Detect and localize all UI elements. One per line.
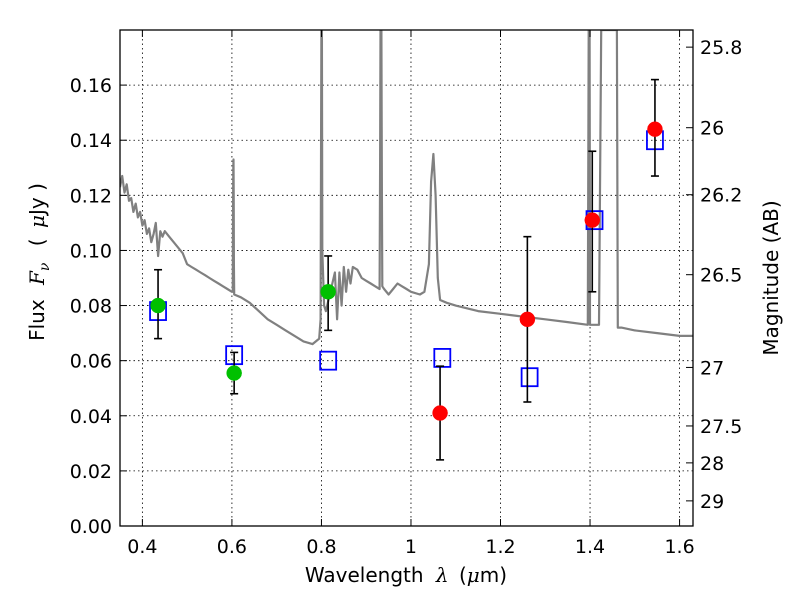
y-axis-title-text: Flux [25,299,49,341]
grid [120,30,693,526]
x-tick-label: 1.4 [575,536,605,558]
observed-point-marker [150,297,166,314]
mag-tick-label: 29 [700,491,724,513]
y-axis-title-subscript: ν [37,262,53,271]
observed-point-marker [647,121,663,137]
x-tick-label: 1.2 [485,536,515,558]
mag-tick-label: 26 [700,118,724,140]
observed-point-marker [584,212,601,228]
y-tick-label: 0.02 [70,461,112,483]
y-tick-label: 0.12 [70,185,112,207]
y-tick-label: 0.04 [70,406,112,428]
observed-point-marker [320,284,336,300]
observed-point-marker [432,405,448,421]
x-axis-title: Wavelength λ (μm) [305,563,507,587]
x-axis-title-unit: m) [480,563,507,587]
y-tick-label: 0.06 [70,351,112,373]
y-tick-label: 0.10 [70,240,112,262]
y-axis-title-unit: Jy ) [25,183,49,217]
mag-tick-label: 26.5 [700,265,742,287]
mag-tick-label: 28 [700,453,724,475]
y-axis-title-open: ( [25,238,49,246]
model-square-marker [319,350,338,371]
mag-tick-label: 25.8 [700,37,742,59]
y-axis-title-symbol: F [25,270,49,286]
x-axis-title-mu: μ [467,563,480,587]
x-axis-title-open: ( [459,563,467,587]
mag-tick-label: 27.5 [700,416,742,438]
x-axis-title-text: Wavelength [305,563,424,587]
y-tick-label: 0.00 [70,516,112,538]
spectrum-layer [120,30,693,346]
observed-point-marker [519,311,536,328]
x-tick-label: 1 [405,536,417,558]
x-axis-title-symbol: λ [435,563,449,587]
plot-frame [119,29,694,527]
y-tick-label: 0.14 [70,130,112,152]
x-tick-label: 0.8 [306,536,336,558]
observed-point-marker [226,365,242,381]
model-square-marker [433,348,452,368]
mag-tick-label: 26.2 [700,185,742,207]
y-axis-title-mu: μ [25,215,49,228]
photometry-layer [149,78,664,461]
model-square-marker [520,367,539,388]
secondary-axis-title: Magnitude (AB) [759,200,783,355]
y-axis-title: Flux Fν ( μJy ) [25,183,54,341]
x-tick-label: 0.6 [217,536,247,558]
spectrum-line [120,30,693,346]
y-tick-label: 0.08 [70,296,112,318]
y-tick-label: 0.16 [70,75,112,97]
x-tick-label: 0.4 [127,536,157,558]
x-tick-label: 1.6 [664,536,694,558]
mag-tick-label: 27 [700,357,724,379]
axis-ticks: 0.4 0.6 0.8 1 1.2 1.4 1.6 0.00 0.02 0.04 0.06 0.08 0… [70,30,742,558]
